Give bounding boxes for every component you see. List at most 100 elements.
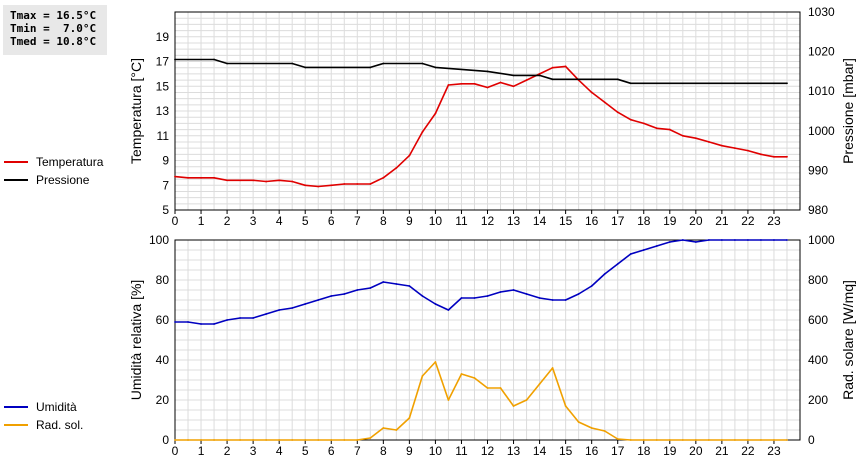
data-point-temperatura (707, 141, 710, 143)
data-point-temperatura (356, 183, 359, 185)
x-tick-label: 10 (429, 214, 443, 228)
x-tick-label: 16 (585, 444, 599, 458)
data-point-umidita (356, 289, 359, 291)
y-tick-label: 5 (162, 203, 169, 217)
x-tick-label: 2 (224, 214, 231, 228)
legend-item-pressione: Pressione (4, 171, 103, 189)
x-tick-label: 13 (507, 214, 521, 228)
data-point-umidita (434, 303, 437, 305)
data-point-temperatura (174, 175, 176, 178)
legend-label-umidita: Umidità (36, 400, 77, 414)
data-point-umidita (694, 241, 697, 243)
x-tick-label: 6 (328, 214, 335, 228)
x-tick-label: 12 (481, 444, 495, 458)
data-point-umidita (265, 313, 268, 315)
data-point-temperatura (603, 101, 606, 104)
data-point-temperatura (421, 131, 424, 133)
data-point-temperatura (408, 154, 411, 157)
data-point-temperatura (304, 184, 307, 187)
x-tick-label: 19 (663, 214, 677, 228)
data-point-rad-sol (369, 437, 372, 439)
data-point-temperatura (278, 179, 281, 182)
legend-swatch-temperatura (4, 161, 28, 163)
data-point-temperatura (317, 185, 320, 188)
stats-tmin: Tmin = 7.0°C (10, 22, 97, 35)
x-tick-label: 5 (302, 444, 309, 458)
data-point-pressione (551, 78, 554, 81)
y-tick-label: 100 (149, 233, 169, 247)
x-tick-label: 9 (406, 444, 413, 458)
x-tick-label: 8 (380, 214, 387, 228)
data-point-umidita (447, 309, 450, 311)
data-point-pressione (486, 70, 489, 73)
data-point-umidita (655, 245, 658, 247)
x-tick-label: 18 (637, 444, 651, 458)
x-tick-label: 21 (715, 444, 729, 458)
chart-panel-temperature-pressure: 0 1 2 3 4 5 6 7 8 9 10 11 12 13 14 15 16 17 18 19 20 21 22 2357… (128, 5, 856, 228)
y-tick-label: 11 (157, 129, 170, 143)
data-point-temperatura (369, 183, 372, 185)
data-point-pressione (603, 78, 606, 81)
y2-tick-label: 200 (808, 393, 828, 407)
data-point-rad-sol (395, 429, 398, 431)
data-point-umidita (343, 293, 346, 295)
x-tick-label: 3 (250, 214, 257, 228)
x-tick-label: 22 (741, 444, 755, 458)
data-point-temperatura (434, 112, 437, 115)
data-point-rad-sol (239, 439, 242, 441)
data-point-umidita (499, 291, 502, 293)
data-point-temperatura (681, 134, 684, 137)
y-tick-label: 0 (162, 433, 169, 447)
series-line-rad-sol (175, 361, 787, 441)
legend-swatch-pressione (4, 179, 28, 181)
x-tick-label: 23 (767, 214, 781, 228)
data-point-temperatura (538, 72, 541, 75)
data-point-rad-sol (629, 439, 632, 441)
data-point-umidita (707, 239, 710, 241)
data-point-umidita (395, 283, 398, 285)
data-point-temperatura (447, 84, 450, 86)
data-point-umidita (629, 253, 632, 255)
x-tick-label: 12 (481, 214, 495, 228)
y2-tick-label: 600 (808, 313, 828, 327)
data-point-umidita (239, 317, 242, 319)
data-point-umidita (668, 241, 671, 243)
data-point-pressione (434, 66, 437, 69)
legend-item-umidita: Umidità (4, 398, 77, 416)
y2-tick-label: 800 (808, 273, 828, 287)
data-point-temperatura (655, 127, 658, 130)
data-point-umidita (760, 239, 762, 241)
y-tick-label: 20 (156, 393, 170, 407)
data-point-rad-sol (382, 427, 385, 429)
data-point-temperatura (486, 86, 489, 89)
data-point-rad-sol (616, 438, 619, 440)
y-tick-label: 7 (162, 178, 169, 192)
data-point-temperatura (747, 149, 749, 152)
data-point-umidita (369, 287, 372, 289)
data-point-temperatura (343, 183, 346, 185)
data-point-rad-sol (473, 377, 476, 379)
data-point-rad-sol (356, 439, 359, 441)
stats-tmed: Tmed = 10.8°C (10, 35, 97, 48)
data-point-rad-sol (408, 417, 411, 419)
x-tick-label: 9 (406, 214, 413, 228)
y-tick-label: 80 (156, 273, 170, 287)
data-point-rad-sol (434, 361, 437, 363)
y-tick-label: 15 (156, 79, 170, 93)
data-point-umidita (174, 321, 176, 323)
data-point-rad-sol (733, 439, 736, 441)
data-point-umidita (252, 317, 255, 319)
data-point-temperatura (226, 179, 228, 182)
data-point-temperatura (239, 179, 242, 182)
data-point-temperatura (786, 155, 788, 158)
data-point-temperatura (694, 137, 697, 140)
data-point-temperatura (551, 66, 554, 69)
data-point-rad-sol (668, 439, 671, 441)
data-point-rad-sol (460, 373, 463, 375)
y-tick-label: 60 (156, 313, 170, 327)
data-point-temperatura (499, 81, 502, 84)
x-tick-label: 3 (250, 444, 257, 458)
y2-tick-label: 1030 (808, 5, 835, 19)
x-tick-label: 20 (689, 444, 703, 458)
legend-swatch-rad-sol (4, 424, 28, 426)
